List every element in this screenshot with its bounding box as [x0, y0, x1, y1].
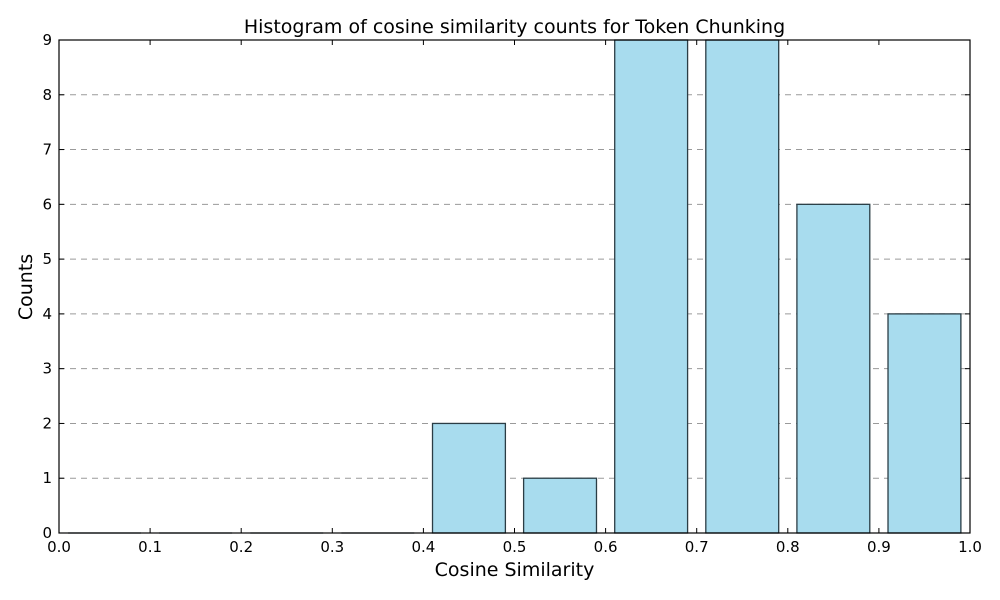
histogram-bar-6 — [614, 39, 689, 534]
y-tick-label-3: 3 — [42, 360, 52, 378]
histogram-bar-7 — [705, 39, 780, 534]
y-tick-label-9: 9 — [42, 31, 52, 49]
x-tick-label-8: 0.8 — [776, 538, 800, 556]
y-axis-label: Counts — [15, 254, 37, 320]
chart-title: Histogram of cosine similarity counts fo… — [244, 16, 785, 38]
y-tick-label-8: 8 — [42, 86, 52, 104]
x-tick-label-0: 0.0 — [47, 538, 71, 556]
histogram-bar-5 — [522, 477, 598, 534]
x-tick-label-2: 0.2 — [229, 538, 253, 556]
x-tick-label-9: 0.9 — [867, 538, 891, 556]
x-tick-label-4: 0.4 — [411, 538, 435, 556]
y-tick-label-1: 1 — [42, 469, 52, 487]
x-tick-label-3: 0.3 — [320, 538, 344, 556]
x-axis-label: Cosine Similarity — [435, 559, 595, 581]
y-tick-labels: 0 1 2 3 4 5 6 7 8 9 — [42, 31, 52, 542]
x-tick-label-1: 0.1 — [138, 538, 162, 556]
x-tick-label-7: 0.7 — [685, 538, 709, 556]
y-tick-label-2: 2 — [42, 414, 52, 432]
x-tick-label-6: 0.6 — [594, 538, 618, 556]
axis-ticks — [58, 39, 971, 534]
histogram-bar-9 — [887, 313, 962, 534]
y-tick-label-0: 0 — [42, 524, 52, 542]
x-tick-label-10: 1.0 — [958, 538, 982, 556]
histogram-bar-4 — [431, 422, 507, 534]
y-tick-label-7: 7 — [42, 141, 52, 159]
histogram-bar-8 — [796, 203, 871, 534]
y-tick-label-5: 5 — [42, 250, 52, 268]
y-tick-label-4: 4 — [42, 305, 52, 323]
histogram-bars — [68, 39, 962, 534]
x-tick-labels: 0.0 0.1 0.2 0.3 0.4 0.5 0.6 0.7 0.8 0.9 1.0 — [47, 538, 982, 556]
y-tick-label-6: 6 — [42, 195, 52, 213]
x-tick-label-5: 0.5 — [503, 538, 527, 556]
